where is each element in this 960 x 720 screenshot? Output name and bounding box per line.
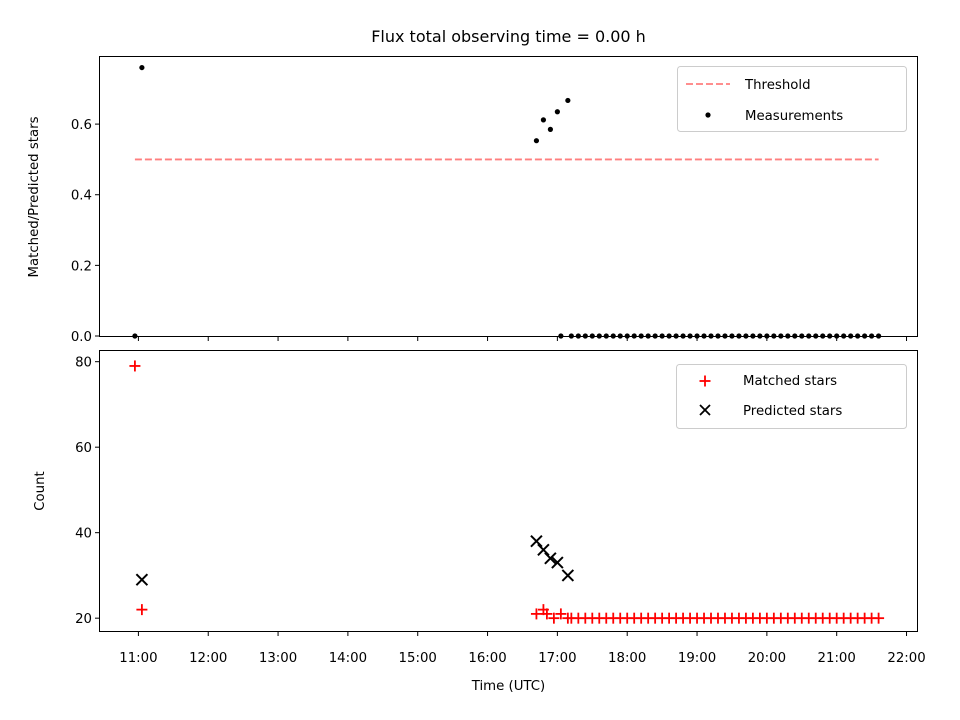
matched-star-point [530,608,542,620]
legend-measurements-swatch [705,112,711,118]
top-axes-frame [99,56,918,337]
top-y-axis-title: Matched/Predicted stars [27,116,42,277]
bottom-x-tick-label: 17:00 [538,651,576,666]
matched-star-point [541,608,553,620]
bottom-x-tick-label: 13:00 [259,651,297,666]
top-panel: 0.0 0.2 0.4 0.6 Matched/Predicted stars Thr… [27,56,918,345]
bottom-x-tick-label: 15:00 [399,651,437,666]
matched-star-point [136,604,148,616]
chart-title: Flux total observing time = 0.00 h [371,27,646,46]
bottom-axes-frame [99,350,918,632]
bottom-legend-frame [676,364,907,429]
matched-star-point [873,612,885,624]
legend-predicted-swatch [699,404,711,416]
bottom-x-tick-label: 20:00 [748,651,786,666]
measurement-point [533,138,540,144]
predicted-star-point [530,535,543,548]
bottom-x-tick-label: 12:00 [189,651,227,666]
measurement-point [139,64,145,71]
bottom-y-tick-label: 80 [75,356,92,371]
predicted-star-point [561,569,575,582]
bottom-x-tick-label: 14:00 [329,651,367,666]
bottom-y-tick-label: 40 [75,527,92,542]
measurement-point [554,109,560,115]
top-y-tick-label: 0.6 [71,118,92,133]
matched-star-point [548,612,560,624]
top-y-tick-label: 0.2 [71,259,92,274]
bottom-y-axis-title: Count [33,471,48,511]
bottom-y-tick-label: 20 [75,612,92,627]
top-y-tick-label: 0.0 [71,330,92,345]
bottom-x-tick-label: 16:00 [468,651,506,666]
measurement-point [565,97,571,104]
legend-threshold-label: Threshold [744,78,811,93]
bottom-x-tick-label: 22:00 [887,651,925,666]
top-y-axis: 0.0 0.2 0.4 0.6 [71,118,100,345]
top-x-axis [137,336,908,341]
bottom-x-tick-label: 11:00 [119,651,157,666]
top-legend: Threshold Measurements [677,66,907,132]
measurement-point [540,117,547,123]
predicted-star-point [135,573,149,586]
measurement-point [547,126,553,132]
predicted-star-point [537,543,550,556]
bottom-plot-area [129,360,885,624]
matched-star-point [129,360,141,372]
matched-star-point [555,608,567,620]
bottom-x-tick-label: 19:00 [678,651,716,666]
legend-measurements-label: Measurements [745,109,843,124]
bottom-x-tick-label: 21:00 [818,651,856,666]
top-legend-frame [677,66,907,132]
x-axis-title: Time (UTC) [471,679,546,694]
bottom-x-axis: 11:00 12:00 13:00 14:00 15:00 16:00 17:00 18:00… [119,631,926,666]
predicted-star-point [544,552,557,565]
legend-predicted-label: Predicted stars [743,404,842,419]
legend-matched-label: Matched stars [743,374,837,389]
top-y-tick-label: 0.4 [71,189,92,204]
bottom-legend: Matched stars Predicted stars [676,364,907,429]
bottom-x-tick-label: 18:00 [608,651,646,666]
bottom-y-axis: 20 40 60 80 [75,356,100,627]
bottom-y-tick-label: 60 [75,441,92,456]
predicted-star-point [551,556,564,569]
legend-matched-swatch [699,375,711,387]
